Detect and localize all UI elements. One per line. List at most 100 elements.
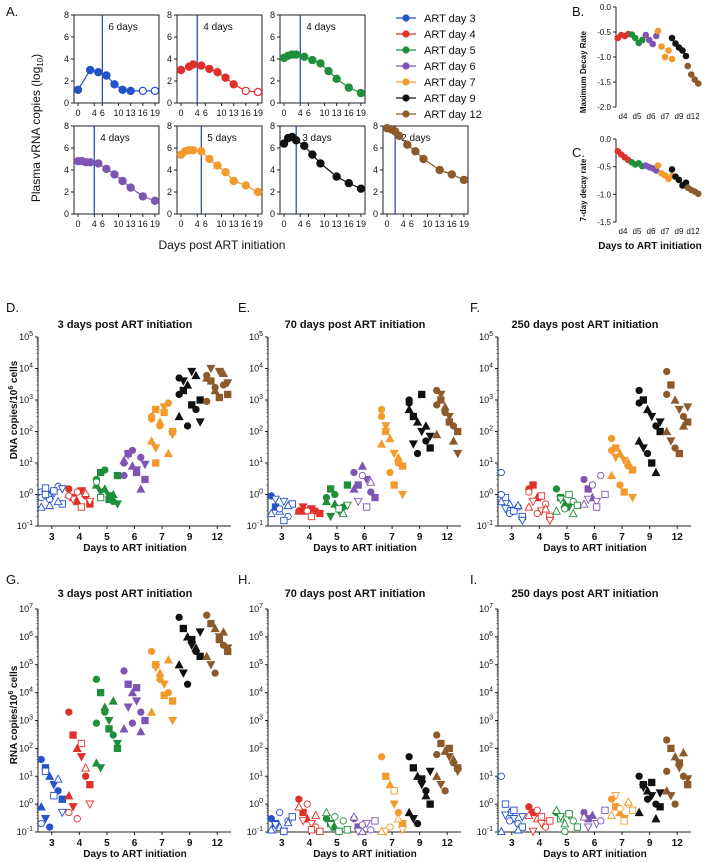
data-point	[303, 507, 311, 515]
panel-h-xlabel: Days to ART initiation	[313, 849, 417, 860]
y-tick-label: -1.0	[597, 53, 611, 62]
data-point	[206, 364, 216, 374]
data-point	[288, 813, 296, 821]
data-point	[579, 812, 589, 821]
y-tick-label: 2	[167, 187, 172, 197]
data-point	[141, 475, 149, 484]
data-point	[413, 819, 422, 828]
data-point	[53, 496, 63, 506]
panel-c-letter: C.	[572, 145, 585, 160]
data-point	[619, 456, 629, 466]
data-point	[377, 753, 386, 761]
data-point	[655, 789, 665, 798]
data-point	[36, 802, 46, 811]
data-point	[339, 817, 347, 825]
data-point	[568, 508, 578, 518]
data-point	[279, 139, 289, 148]
data-point	[565, 490, 573, 499]
y-tick-label: 101	[479, 770, 493, 781]
y-tick-label: 105	[19, 659, 33, 670]
data-point	[381, 422, 391, 431]
y-tick-label: 4	[64, 165, 69, 175]
y-tick-label: 4	[167, 54, 172, 64]
legend-marker	[402, 110, 410, 118]
data-point	[147, 415, 156, 423]
panel-e-letter: E.	[238, 300, 250, 315]
data-point	[127, 687, 137, 697]
data-point	[651, 467, 661, 477]
data-point	[616, 481, 624, 489]
panel-i-xlabel: Days to ART initiation	[543, 849, 647, 860]
data-point	[419, 154, 428, 164]
data-point	[513, 825, 523, 834]
data-point	[607, 470, 617, 480]
panel-d-plot: 10-1 100 101 102 103 104 105 3 4 5 6 7 9 12	[17, 331, 233, 543]
data-point	[218, 368, 229, 378]
rna-ylabel: RNA copies/106 cells	[8, 665, 20, 764]
x-tick-label: 16	[344, 219, 354, 229]
data-point	[294, 506, 304, 515]
data-point	[92, 719, 101, 727]
data-point	[308, 150, 317, 159]
data-point	[647, 412, 657, 422]
y-tick-label: 2	[64, 76, 69, 86]
y-tick-label: 104	[19, 687, 33, 698]
legend-marker	[402, 62, 410, 70]
y-tick-label: 105	[479, 331, 493, 342]
legend-label: ART day 5	[424, 45, 476, 57]
x-tick-label: 12	[442, 838, 454, 849]
data-point	[666, 437, 676, 446]
x-tick-label: 16	[344, 108, 354, 118]
data-point	[678, 747, 689, 757]
data-point	[108, 696, 118, 705]
x-tick-label: 19	[150, 219, 160, 229]
x-tick-label: 4	[401, 219, 406, 229]
data-point	[444, 753, 454, 762]
x-tick-label: 12	[672, 532, 684, 543]
data-point	[648, 778, 656, 787]
data-point	[377, 412, 386, 421]
x-tick-label: 13	[126, 108, 136, 118]
data-point	[202, 651, 212, 661]
x-tick-label: 13	[229, 219, 239, 229]
y-tick-label: 105	[19, 331, 33, 342]
data-point	[300, 52, 309, 62]
x-tick-label: 6	[100, 219, 105, 229]
data-point	[253, 187, 263, 197]
data-point	[132, 468, 141, 477]
data-point	[663, 767, 671, 775]
y-tick-label: 6	[167, 143, 172, 153]
y-tick-label: 4	[270, 165, 275, 175]
data-point	[197, 61, 206, 70]
data-point	[203, 611, 211, 619]
panel-b-plot: 0.0 -0.5 -1.0 -1.5 -2.0 d4 d5 d6 d7 d9 d12	[597, 3, 702, 121]
panel-b-letter: B.	[572, 4, 584, 19]
x-tick-label: 4	[307, 532, 313, 543]
x-tick-label: 9	[187, 532, 193, 543]
data-point	[408, 440, 418, 449]
x-tick-label: 4	[195, 108, 200, 118]
panel-a-xlabel: Days post ART initiation	[159, 238, 286, 252]
data-point	[349, 812, 359, 821]
panel-a-ylabel: Plasma vRNA copies (log10)	[29, 54, 45, 202]
y-tick-label: 104	[19, 363, 33, 374]
data-point	[445, 744, 453, 753]
data-point	[324, 66, 333, 76]
data-point	[102, 164, 111, 174]
y-tick-label: 103	[19, 715, 33, 726]
data-point	[668, 166, 676, 173]
data-point	[623, 797, 633, 806]
data-point	[77, 503, 86, 511]
data-point	[82, 772, 90, 780]
data-point	[96, 488, 106, 497]
x-tick-label: 6	[132, 838, 138, 849]
data-point	[119, 724, 129, 733]
data-point	[73, 488, 81, 496]
panel-i-letter: I.	[470, 572, 477, 587]
panel-f-xlabel: Days to ART initiation	[543, 543, 647, 554]
data-point	[405, 399, 413, 407]
data-point	[592, 497, 602, 507]
data-point	[279, 497, 289, 507]
